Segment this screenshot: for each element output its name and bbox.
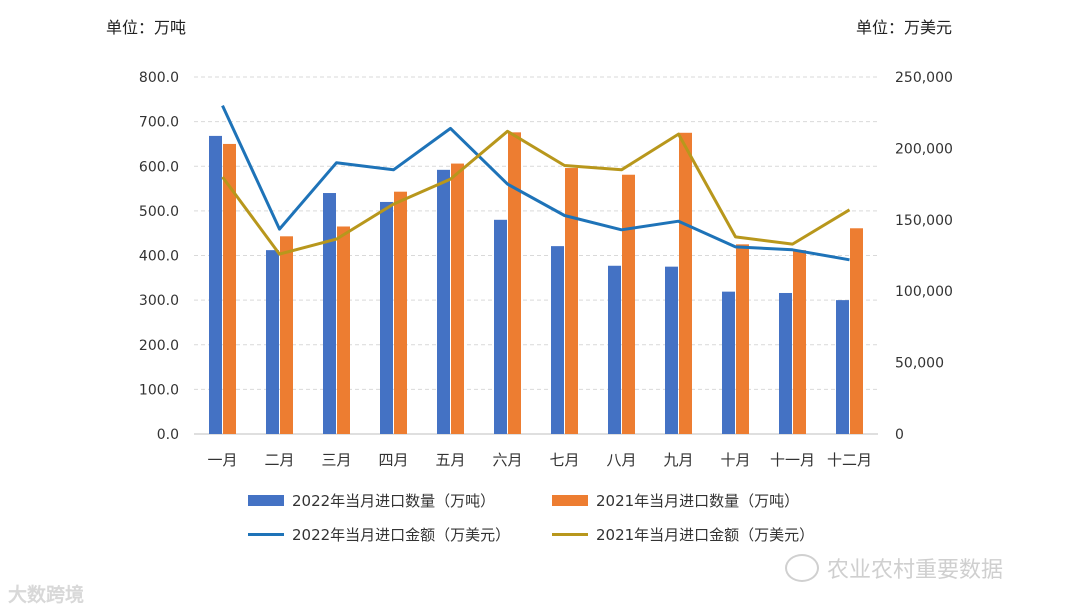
x-tick-label: 十二月: [827, 451, 872, 469]
x-tick-label: 四月: [378, 451, 408, 469]
bar: [223, 143, 236, 434]
y-right-tick-label: 100,000: [895, 284, 953, 300]
y-left-tick-label: 700.0: [139, 115, 179, 131]
x-tick-label: 八月: [606, 451, 636, 469]
series-line: [221, 129, 851, 256]
watermark-right-text: 农业农村重要数据: [827, 558, 1004, 583]
watermark-left: 大数跨境: [8, 584, 85, 606]
series-line: [221, 104, 850, 262]
legend-label: 2021年当月进口金额（万美元）: [596, 526, 815, 544]
watermark-right: 农业农村重要数据: [785, 552, 1003, 584]
y-left-tick-label: 300.0: [139, 293, 179, 309]
y-left-tick-label: 400.0: [139, 249, 179, 265]
bar: [850, 228, 863, 434]
x-tick-label: 九月: [663, 451, 693, 469]
legend-item-2022-quantity: 2022年当月进口数量（万吨）: [248, 490, 495, 511]
bar: [622, 174, 635, 434]
x-tick-label: 十月: [720, 451, 750, 469]
x-tick-label: 三月: [321, 451, 351, 469]
y-left-tick-label: 200.0: [139, 338, 179, 354]
y-right-tick-label: 0: [895, 427, 904, 443]
legend-item-2021-quantity: 2021年当月进口数量（万吨）: [552, 490, 799, 511]
bar: [323, 193, 336, 434]
x-tick-label: 二月: [264, 451, 294, 469]
bar: [608, 265, 621, 434]
bar: [209, 135, 222, 434]
y-right-tick-label: 250,000: [895, 70, 953, 86]
bar: [266, 250, 279, 434]
bar: [736, 244, 749, 434]
bar: [836, 300, 849, 434]
bar: [494, 219, 507, 434]
bar: [551, 246, 564, 434]
left-axis-unit: 单位：万吨: [106, 18, 187, 37]
bar: [451, 163, 464, 434]
bar: [722, 291, 735, 434]
x-tick-label: 一月: [207, 451, 237, 469]
y-left-tick-label: 100.0: [139, 382, 179, 398]
legend-swatch: [552, 495, 588, 506]
legend-item-2021-amount: 2021年当月进口金额（万美元）: [552, 524, 814, 545]
legend-swatch: [248, 533, 284, 536]
right-axis-unit: 单位：万美元: [855, 18, 952, 37]
legend-label: 2022年当月进口金额（万美元）: [292, 526, 511, 544]
bar: [394, 191, 407, 434]
y-left-tick-label: 600.0: [139, 159, 179, 175]
bar: [508, 132, 521, 434]
bar: [380, 201, 393, 434]
wechat-icon: [785, 554, 819, 582]
bar: [437, 169, 450, 434]
combo-chart: 0.0 100.0 200.0 300.0 400.0 500.0 600.0 700.0 80…: [139, 70, 953, 469]
bar: [793, 250, 806, 434]
y-left-tick-label: 500.0: [139, 204, 179, 220]
bar: [280, 236, 293, 434]
bar: [565, 168, 578, 434]
bar: [679, 132, 692, 434]
x-tick-label: 十一月: [770, 451, 815, 469]
y-right-tick-label: 50,000: [895, 356, 944, 372]
legend-item-2022-amount: 2022年当月进口金额（万美元）: [248, 524, 510, 545]
y-right-tick-label: 200,000: [895, 141, 953, 157]
bar: [665, 266, 678, 434]
legend-label: 2021年当月进口数量（万吨）: [596, 492, 800, 510]
y-right-tick-label: 150,000: [895, 213, 953, 229]
y-left-tick-label: 0.0: [157, 427, 179, 443]
x-tick-label: 五月: [435, 451, 465, 469]
bar: [337, 226, 350, 434]
x-tick-label: 六月: [492, 451, 522, 469]
legend-label: 2022年当月进口数量（万吨）: [292, 492, 496, 510]
legend-swatch: [248, 495, 284, 506]
bar: [779, 292, 792, 434]
x-tick-label: 七月: [549, 451, 579, 469]
legend-swatch: [552, 533, 588, 536]
y-left-tick-label: 800.0: [139, 70, 179, 86]
